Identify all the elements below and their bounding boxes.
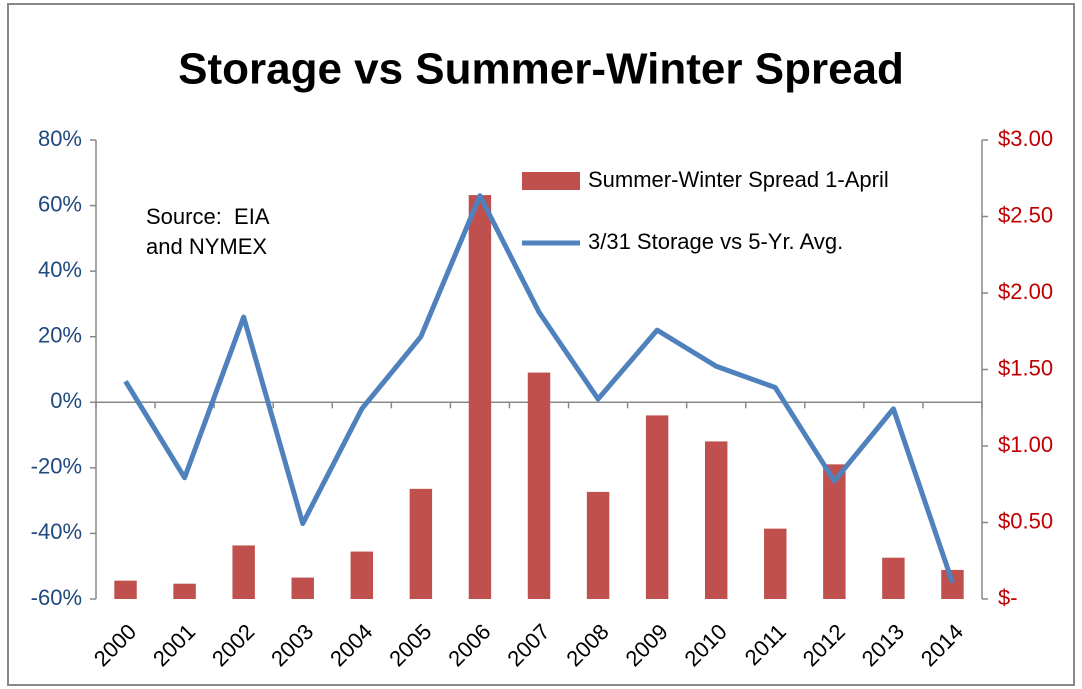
bar [645, 415, 669, 599]
legend-swatch [522, 172, 580, 190]
y2-tick-label: $- [998, 585, 1018, 610]
y2-tick-label: $2.00 [998, 279, 1053, 304]
bar [882, 557, 905, 599]
bar [764, 528, 787, 599]
y2-tick-label: $3.00 [998, 126, 1053, 151]
bar [704, 441, 728, 599]
bar [350, 551, 374, 599]
bar [114, 580, 137, 599]
y2-tick-label: $2.50 [998, 202, 1053, 227]
annotation: Source: EIA and NYMEX [146, 204, 275, 259]
bar [941, 569, 964, 599]
y-tick-label: 20% [38, 323, 82, 348]
line [123, 193, 955, 584]
bar [232, 545, 255, 599]
bar [291, 577, 314, 599]
legend-label: Summer-Winter Spread 1-April [588, 167, 889, 192]
y-tick-label: 0% [50, 388, 82, 413]
y-tick-label: -20% [31, 454, 82, 479]
y2-tick-label: $1.00 [998, 432, 1053, 457]
bar [409, 488, 433, 599]
bar [173, 583, 196, 599]
y-tick-label: -40% [31, 519, 82, 544]
chart-title: Storage vs Summer-Winter Spread [178, 45, 904, 94]
y-tick-label: 80% [38, 126, 82, 151]
y2-tick-label: $1.50 [998, 355, 1053, 380]
bar [527, 372, 551, 599]
y-tick-label: 60% [38, 191, 82, 216]
bar [468, 195, 492, 599]
y-tick-label: -60% [31, 585, 82, 610]
bar [823, 464, 846, 599]
legend-label: 3/31 Storage vs 5-Yr. Avg. [588, 229, 843, 254]
bar [586, 491, 610, 599]
y2-tick-label: $0.50 [998, 508, 1053, 533]
y-tick-label: 40% [38, 257, 82, 282]
